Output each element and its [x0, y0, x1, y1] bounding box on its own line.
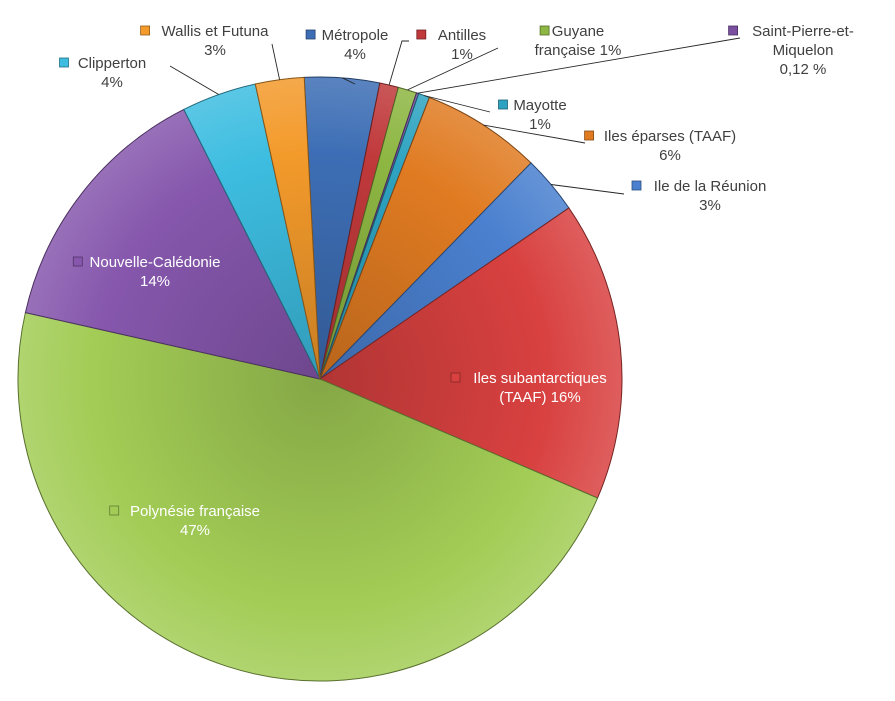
data-label-antilles: Antilles 1% — [416, 27, 486, 63]
data-label-saint-pierre-et-miquelon: Saint-Pierre-et- Miquelon 0,12 % — [728, 23, 854, 78]
slice-name-label: Ile de la Réunion — [654, 178, 767, 195]
legend-key-antilles — [416, 29, 427, 40]
pie-slice-nouvelle-caledonie — [24, 108, 321, 380]
data-label-ile-de-la-reunion: Ile de la Réunion 3% — [631, 178, 767, 214]
data-label-iles-eparses-taaf: Iles éparses (TAAF) 6% — [584, 128, 736, 164]
legend-key-metropole — [305, 29, 316, 40]
slice-value-label: 0,12 % — [780, 61, 827, 78]
data-label-guyane-francaise: Guyane française 1% — [535, 23, 622, 59]
pie-slice-iles-eparses-taaf — [319, 96, 532, 380]
leader-line-guyane-francaise — [407, 47, 499, 91]
slice-name-label: française 1% — [535, 42, 622, 59]
data-label-polynesie-francaise: Polynésie française 47% — [109, 503, 260, 539]
pie-slice-wallis-et-futuna — [254, 76, 321, 380]
slice-name-label: Clipperton — [78, 55, 146, 72]
slice-value-label: 3% — [699, 197, 721, 214]
slice-name-label: Iles subantarctiques — [473, 370, 606, 387]
legend-key-guyane-francaise — [539, 25, 550, 36]
slice-value-label: 1% — [451, 46, 473, 63]
slice-name-label: Mayotte — [513, 97, 566, 114]
leader-lines-layer — [169, 37, 741, 195]
legend-key-clipperton — [59, 57, 69, 68]
slices-layer — [17, 76, 623, 682]
legend-key-mayotte — [498, 99, 508, 110]
leader-line-saint-pierre-et-miquelon — [417, 37, 741, 94]
slice-value-label: 6% — [659, 147, 681, 164]
data-label-clipperton: Clipperton 4% — [59, 55, 146, 91]
leader-line-clipperton — [169, 65, 219, 95]
leader-line-ile-de-la-reunion — [550, 184, 625, 195]
leader-line-metropole — [342, 77, 356, 85]
legend-key-iles-subantarctiques-taaf — [450, 372, 461, 383]
leader-line-mayotte — [423, 95, 491, 113]
legend-key-wallis-et-futuna — [140, 25, 151, 36]
slice-value-label: 3% — [204, 42, 226, 59]
slice-name-label: Antilles — [438, 27, 486, 44]
slice-name-label: Polynésie française — [130, 503, 260, 520]
slice-value-label: 14% — [140, 273, 170, 290]
data-label-mayotte: Mayotte 1% — [498, 97, 567, 133]
legend-key-polynesie-francaise — [109, 505, 120, 516]
legend-key-nouvelle-caledonie — [72, 256, 83, 267]
slice-name-label: Miquelon — [773, 42, 834, 59]
pie-slice-iles-subantarctiques-taaf — [318, 207, 623, 499]
leader-line-antilles — [388, 40, 409, 86]
legend-key-ile-de-la-reunion — [631, 180, 642, 191]
leader-line-iles-eparses-taaf — [483, 124, 586, 144]
pie-slice-polynesie-francaise — [17, 311, 599, 682]
slice-name-label: Saint-Pierre-et- — [752, 23, 854, 40]
slice-value-label: 4% — [101, 74, 123, 91]
data-labels-layer: Métropole 4% Antilles 1% Guyane française 1% S… — [59, 23, 854, 539]
slice-name-label: Métropole — [322, 27, 389, 44]
slice-name-label: Guyane — [552, 23, 605, 40]
slice-name-label: (TAAF) 16% — [499, 389, 580, 406]
data-label-iles-subantarctiques-taaf: Iles subantarctiques (TAAF) 16% — [450, 370, 607, 406]
data-label-nouvelle-caledonie: Nouvelle-Calédonie 14% — [72, 254, 221, 290]
slice-value-label: 1% — [529, 116, 551, 133]
slice-name-label: Wallis et Futuna — [162, 23, 270, 40]
slice-name-label: Nouvelle-Calédonie — [90, 254, 221, 271]
data-label-metropole: Métropole 4% — [305, 27, 389, 63]
slice-value-label: 47% — [180, 522, 210, 539]
slice-value-label: 4% — [344, 46, 366, 63]
legend-key-saint-pierre-et-miquelon — [728, 25, 738, 36]
slice-name-label: Iles éparses (TAAF) — [604, 128, 736, 145]
data-label-wallis-et-futuna: Wallis et Futuna 3% — [140, 23, 270, 59]
legend-key-iles-eparses-taaf — [584, 130, 594, 141]
leader-line-wallis-et-futuna — [271, 43, 281, 80]
